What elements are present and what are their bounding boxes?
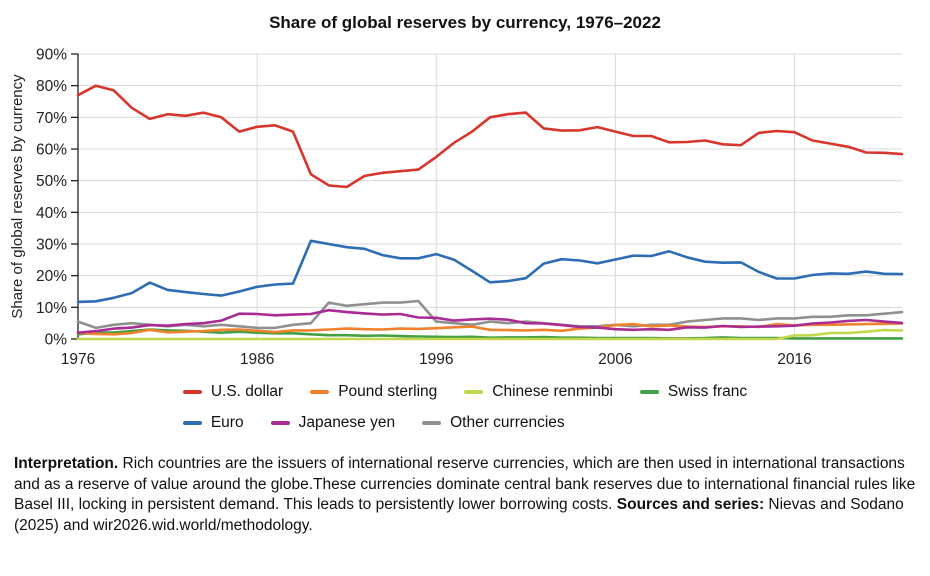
y-tick-label: 80% xyxy=(36,78,67,95)
legend-item-pound: Pound sterling xyxy=(310,383,437,401)
y-tick-label: 40% xyxy=(36,205,67,222)
legend-swatch-other xyxy=(422,421,442,425)
x-tick-label: 1976 xyxy=(61,351,95,368)
sources-label: Sources and series: xyxy=(616,496,765,514)
series-line-yen xyxy=(76,308,904,335)
x-tick-label: 2006 xyxy=(598,351,632,368)
legend-item-renminbi: Chinese renminbi xyxy=(464,383,613,401)
legend-swatch-pound xyxy=(310,390,330,394)
series-line-euro xyxy=(76,239,904,304)
legend-swatch-euro xyxy=(182,421,202,425)
x-tick-label: 1986 xyxy=(240,351,274,368)
reserves-chart: 0% 10% 20% 30% 40% 50% 60% 70% 80% 90% 1976 1986 199… xyxy=(9,47,904,368)
legend-label: Euro xyxy=(210,414,244,431)
y-tick-label: 0% xyxy=(45,332,68,349)
legend-label: Pound sterling xyxy=(338,383,438,400)
y-tick-label: 60% xyxy=(36,142,67,159)
legend-swatch-franc xyxy=(639,390,659,394)
legend-label: Japanese yen xyxy=(298,414,396,431)
y-tick-label: 70% xyxy=(36,110,67,127)
interpretation-body: Rich countries are the issuers of intern… xyxy=(14,455,916,514)
legend: U.S. dollar Pound sterling Chinese renminb… xyxy=(182,383,748,432)
x-tick-label: 1996 xyxy=(419,351,453,368)
legend-label: U.S. dollar xyxy=(210,383,284,400)
y-tick-label: 20% xyxy=(36,268,67,285)
y-tick-label: 10% xyxy=(36,300,67,317)
legend-item-usd: U.S. dollar xyxy=(182,383,284,401)
interpretation-label: Interpretation. xyxy=(14,455,119,472)
legend-swatch-renminbi xyxy=(464,390,484,394)
legend-row: Euro Japanese yen Other currencies xyxy=(182,414,747,432)
legend-swatch-usd xyxy=(182,390,202,394)
interpretation-text: Interpretation. Rich countries are the i… xyxy=(14,454,916,536)
legend-label: Swiss franc xyxy=(667,383,748,400)
x-tick-label: 2016 xyxy=(777,351,811,368)
legend-item-other: Other currencies xyxy=(422,414,565,432)
legend-label: Chinese renminbi xyxy=(492,383,613,400)
legend-item-euro: Euro xyxy=(182,414,244,432)
series-line-renminbi xyxy=(76,328,904,341)
legend-label: Other currencies xyxy=(450,414,565,431)
legend-item-yen: Japanese yen xyxy=(270,414,396,432)
y-tick-label: 30% xyxy=(36,237,67,254)
legend-swatch-yen xyxy=(270,421,290,425)
chart-title: Share of global reserves by currency, 19… xyxy=(269,13,661,32)
series-line-other xyxy=(76,299,904,330)
legend-row: U.S. dollar Pound sterling Chinese renminb… xyxy=(182,383,748,401)
sources-body: Nievas and Sodano (2025) and wir2026.wid… xyxy=(14,496,904,534)
y-axis-title: Share of global reserves by currency xyxy=(9,74,26,319)
series-line-usd xyxy=(76,84,904,189)
y-tick-label: 50% xyxy=(36,173,67,190)
legend-item-franc: Swiss franc xyxy=(639,383,748,401)
y-tick-label: 90% xyxy=(36,47,67,64)
